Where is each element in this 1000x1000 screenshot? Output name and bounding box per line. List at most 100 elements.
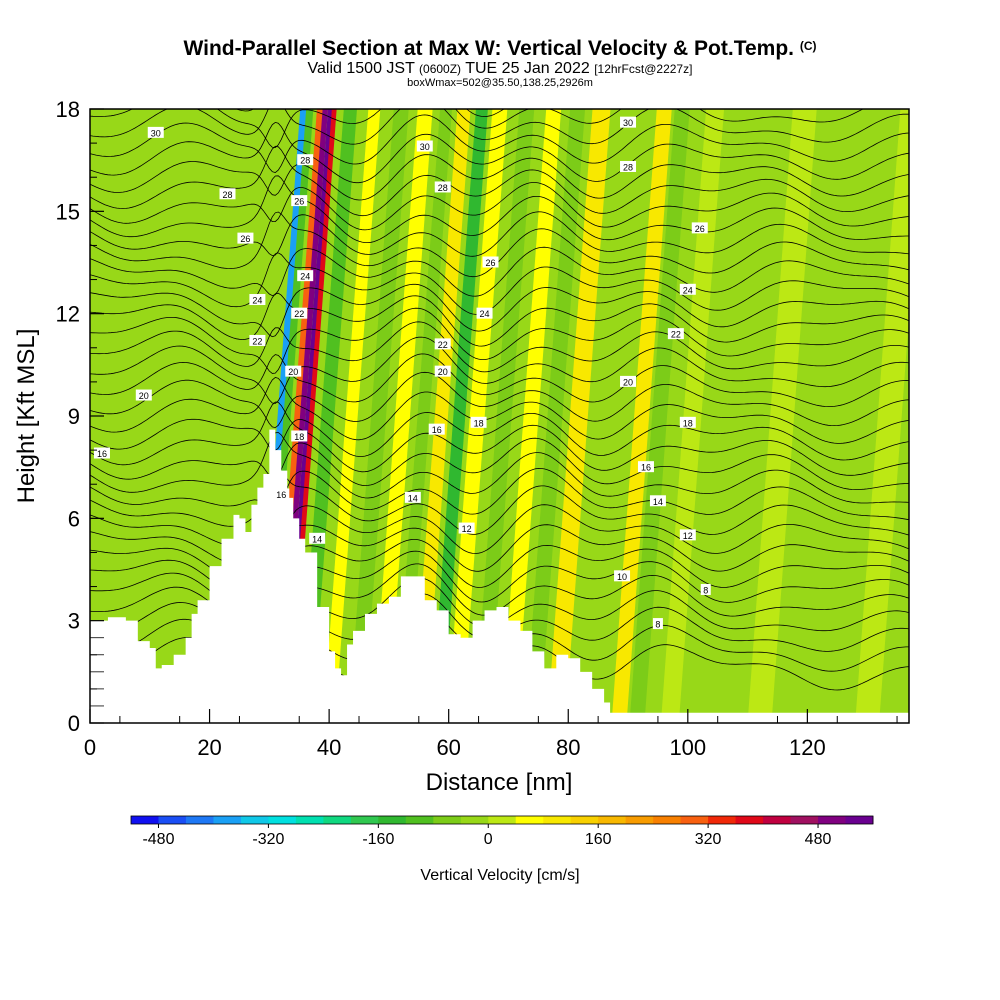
velocity-band [855,109,909,723]
colorbar-swatch [240,816,269,824]
x-tick-label: 20 [197,735,221,760]
contour-label: 8 [700,583,711,595]
contour-label: 16 [273,488,290,500]
terrain-profile [90,429,909,723]
contour-label: 28 [297,154,314,166]
colorbar-tick-label: 160 [585,831,612,848]
x-tick-label: 120 [789,735,826,760]
svg-text:28: 28 [222,190,232,200]
contour-label: 28 [620,160,637,172]
svg-text:16: 16 [641,463,651,473]
contour-label: 28 [219,188,236,200]
isentrope-line [90,211,909,257]
svg-text:24: 24 [683,285,693,295]
svg-text:24: 24 [252,296,262,306]
x-tick-label: 40 [317,735,341,760]
forecast-info: [12hrFcst@2227z] [594,62,693,76]
contour-label: 26 [691,222,708,234]
contour-label: 30 [147,126,164,138]
y-tick-label: 6 [68,506,80,531]
contour-label: 8 [652,618,663,630]
contour-label: 12 [679,529,696,541]
velocity-band [394,109,453,723]
colorbar-swatch [295,816,324,824]
velocity-band [747,109,817,723]
colorbar-tick-label: 0 [484,831,493,848]
colorbar-swatch [185,816,214,824]
isentrope-line [90,292,909,347]
svg-text:22: 22 [252,336,262,346]
contour-label: 20 [434,365,451,377]
svg-text:24: 24 [300,272,310,282]
isentrope-line [90,182,909,231]
contour-labels: 30 28 26 24 22 20 16 28 26 24 22 20 18 16 14 30 28 26 24 22… [93,116,711,630]
contour-label: 26 [237,232,254,244]
colorbar-swatch [158,816,187,824]
y-tick-label: 3 [68,609,80,634]
contour-label: 26 [291,195,308,207]
isentrope-line [90,121,909,184]
contour-label: 26 [482,256,499,268]
y-tick-label: 9 [68,404,80,429]
svg-text:10: 10 [617,572,627,582]
isentrope-line [90,469,909,536]
velocity-band [611,109,672,723]
contour-label: 24 [297,270,314,282]
isentrope-line [90,336,909,404]
colorbar-swatch [515,816,544,824]
contour-label: 20 [620,375,637,387]
contour-label: 18 [679,416,696,428]
contour-label: 28 [434,181,451,193]
isentrope-line [90,307,909,374]
box-info: boxWmax=502@35.50,138.25,2926m [407,77,593,89]
colorbar-swatch [460,816,489,824]
velocity-band [583,109,647,723]
colorbar-swatch [680,816,709,824]
svg-text:18: 18 [294,432,304,442]
valid-date: TUE 25 Jan 2022 [465,60,590,77]
svg-text:20: 20 [288,367,298,377]
svg-text:20: 20 [139,391,149,401]
isentrope-line [90,321,909,373]
contour-label: 30 [416,140,433,152]
contour-label: 20 [285,365,302,377]
svg-text:22: 22 [294,309,304,319]
isentrope-line [90,377,909,444]
svg-text:12: 12 [462,524,472,534]
isentrope-line [90,246,909,297]
svg-text:26: 26 [294,197,304,207]
velocity-band [323,109,381,723]
colorbar-tick-label: -160 [362,831,394,848]
colorbar-swatch [570,816,599,824]
copyright-mark: (C) [799,39,817,53]
svg-text:22: 22 [671,330,681,340]
valid-utc: (0600Z) [419,62,462,76]
contour-label: 30 [620,116,637,128]
colorbar-swatch [790,816,819,824]
colorbar: -480 -320 -160 0 160 320 480 [130,815,874,848]
colorbar-swatch [763,816,792,824]
svg-text:8: 8 [703,585,708,595]
contour-label: 16 [93,447,110,459]
svg-text:30: 30 [420,142,430,152]
isentrope-line [235,109,738,118]
chart-title-text: Wind-Parallel Section at Max W: Vertical… [183,37,794,60]
x-tick-label: 100 [669,735,706,760]
isentrope-line [90,252,909,315]
colorbar-swatch [213,816,242,824]
velocity-band [412,109,471,723]
svg-text:26: 26 [486,258,496,268]
y-tick-label: 0 [68,711,80,736]
isentrope-line [90,109,864,149]
svg-text:26: 26 [240,234,250,244]
contour-label: 16 [637,461,654,473]
velocity-band [500,109,562,723]
isentrope-line [90,412,909,461]
velocity-band [699,109,769,723]
valid-time: Valid 1500 JST [307,60,415,77]
contour-label: 24 [679,283,696,295]
svg-text:18: 18 [474,418,484,428]
contour-label: 22 [249,334,266,346]
isentrope-line [90,211,909,278]
